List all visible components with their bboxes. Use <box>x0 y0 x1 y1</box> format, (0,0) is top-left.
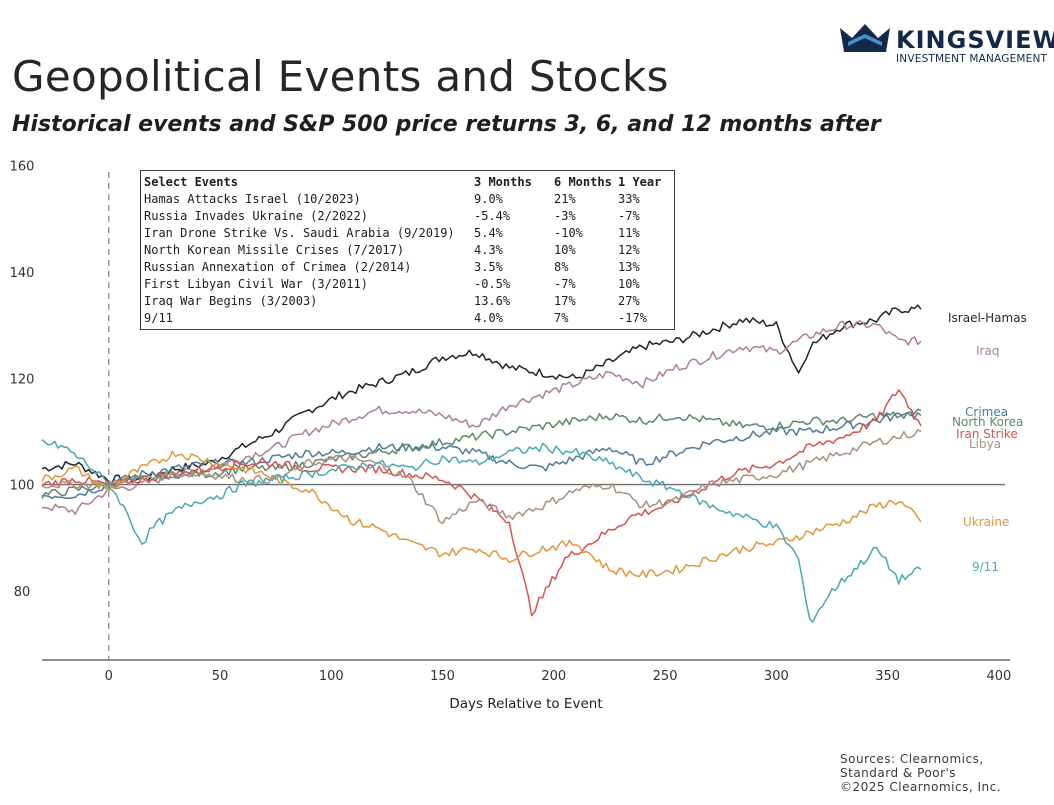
x-tick-label: 50 <box>212 669 229 684</box>
table-cell-event: Hamas Attacks Israel (10/2023) <box>144 192 361 206</box>
events-table: Select Events 3 Months 6 Months 1 Year H… <box>140 170 675 330</box>
table-cell-6-months: 8% <box>554 260 569 274</box>
table-cell-6-months: 21% <box>554 192 576 206</box>
series-line-iran-strike <box>41 389 922 617</box>
table-header-1-year: 1 Year <box>618 175 662 189</box>
source-line: Standard & Poor's <box>840 766 957 780</box>
table-cell-6-months: -3% <box>554 209 576 223</box>
kingsview-logo: KINGSVIEW INVESTMENT MANAGEMENT <box>840 22 1054 70</box>
table-cell-1-year: -7% <box>618 209 640 223</box>
y-tick-label: 160 <box>10 160 35 175</box>
table-row: Russia Invades Ukraine (2/2022) -5.4% -3… <box>144 208 674 225</box>
table-cell-6-months: 7% <box>554 311 569 325</box>
table-cell-6-months: 17% <box>554 294 576 308</box>
table-header-6-months: 6 Months <box>554 175 612 189</box>
series-label-9-11: 9/11 <box>972 560 999 574</box>
table-row: Iran Drone Strike Vs. Saudi Arabia (9/20… <box>144 225 674 242</box>
table-cell-1-year: 11% <box>618 226 640 240</box>
series-line-israel-hamas <box>41 304 922 484</box>
table-row: First Libyan Civil War (3/2011) -0.5% -7… <box>144 276 674 293</box>
x-tick-label: 400 <box>986 669 1011 684</box>
table-cell-event: First Libyan Civil War (3/2011) <box>144 277 368 291</box>
table-cell-3-months: 9.0% <box>474 192 503 206</box>
table-cell-event: 9/11 <box>144 311 173 325</box>
table-cell-3-months: 4.3% <box>474 243 503 257</box>
page-subtitle: Historical events and S&P 500 price retu… <box>12 112 881 137</box>
x-tick-label: 350 <box>875 669 900 684</box>
table-header-event: Select Events <box>144 175 238 189</box>
table-cell-6-months: 10% <box>554 243 576 257</box>
y-tick-label: 100 <box>10 479 35 494</box>
table-cell-6-months: -7% <box>554 277 576 291</box>
logo-name: KINGSVIEW <box>896 26 1054 54</box>
y-tick-label: 140 <box>10 266 35 281</box>
table-row: 9/11 4.0% 7% -17% <box>144 310 674 327</box>
series-label-north-korea: North Korea <box>952 415 1023 429</box>
series-label-iran-strike: Iran Strike <box>956 427 1018 441</box>
table-cell-3-months: 4.0% <box>474 311 503 325</box>
source-line: Sources: Clearnomics, <box>840 752 984 766</box>
table-cell-event: North Korean Missile Crises (7/2017) <box>144 243 405 257</box>
table-header-3-months: 3 Months <box>474 175 532 189</box>
table-cell-event: Iraq War Begins (3/2003) <box>144 294 318 308</box>
table-cell-3-months: -5.4% <box>474 209 511 223</box>
table-cell-event: Russia Invades Ukraine (2/2022) <box>144 209 368 223</box>
series-label-ukraine: Ukraine <box>963 515 1009 529</box>
x-tick-label: 300 <box>764 669 789 684</box>
table-row: North Korean Missile Crises (7/2017) 4.3… <box>144 242 674 259</box>
x-tick-label: 200 <box>541 669 566 684</box>
table-cell-3-months: 5.4% <box>474 226 503 240</box>
table-cell-1-year: 10% <box>618 277 640 291</box>
series-line-iraq <box>41 320 922 516</box>
series-line-9-11 <box>41 439 922 623</box>
table-cell-1-year: 13% <box>618 260 640 274</box>
x-tick-label: 0 <box>105 669 113 684</box>
table-cell-1-year: 33% <box>618 192 640 206</box>
table-cell-event: Russian Annexation of Crimea (2/2014) <box>144 260 412 274</box>
line-chart: 80 100 120 140 160 0 50 100 150 200 250 300 350 400 Da… <box>10 160 1027 712</box>
page-title: Geopolitical Events and Stocks <box>12 52 669 101</box>
table-cell-1-year: -17% <box>618 311 647 325</box>
y-tick-label: 120 <box>10 372 35 387</box>
y-tick-label: 80 <box>14 585 31 600</box>
x-axis-label: Days Relative to Event <box>449 696 602 712</box>
series-line-ukraine <box>41 450 922 579</box>
table-row: Russian Annexation of Crimea (2/2014) 3.… <box>144 259 674 276</box>
table-header-row: Select Events 3 Months 6 Months 1 Year <box>144 174 674 191</box>
table-cell-3-months: 13.6% <box>474 294 511 308</box>
table-cell-1-year: 27% <box>618 294 640 308</box>
series-line-libya <box>41 429 922 525</box>
table-cell-1-year: 12% <box>618 243 640 257</box>
x-tick-label: 150 <box>430 669 455 684</box>
series-label-crimea: Crimea <box>965 405 1008 419</box>
x-tick-label: 250 <box>653 669 678 684</box>
x-tick-label: 100 <box>319 669 344 684</box>
table-row: Hamas Attacks Israel (10/2023) 9.0% 21% … <box>144 191 674 208</box>
series-label-libya: Libya <box>969 437 1001 451</box>
sources-note: Sources: Clearnomics, Standard & Poor's … <box>840 752 1001 794</box>
logo-tagline: INVESTMENT MANAGEMENT <box>896 53 1048 65</box>
table-row: Iraq War Begins (3/2003) 13.6% 17% 27% <box>144 293 674 310</box>
crown-logo-icon <box>840 24 890 52</box>
source-line: ©2025 Clearnomics, Inc. <box>840 780 1002 794</box>
table-cell-event: Iran Drone Strike Vs. Saudi Arabia (9/20… <box>144 226 455 240</box>
table-cell-3-months: -0.5% <box>474 277 511 291</box>
table-cell-6-months: -10% <box>554 226 583 240</box>
series-label-israel-hamas: Israel-Hamas <box>948 311 1027 325</box>
series-line-north-korea <box>41 411 922 499</box>
series-label-iraq: Iraq <box>976 344 999 358</box>
table-cell-3-months: 3.5% <box>474 260 503 274</box>
